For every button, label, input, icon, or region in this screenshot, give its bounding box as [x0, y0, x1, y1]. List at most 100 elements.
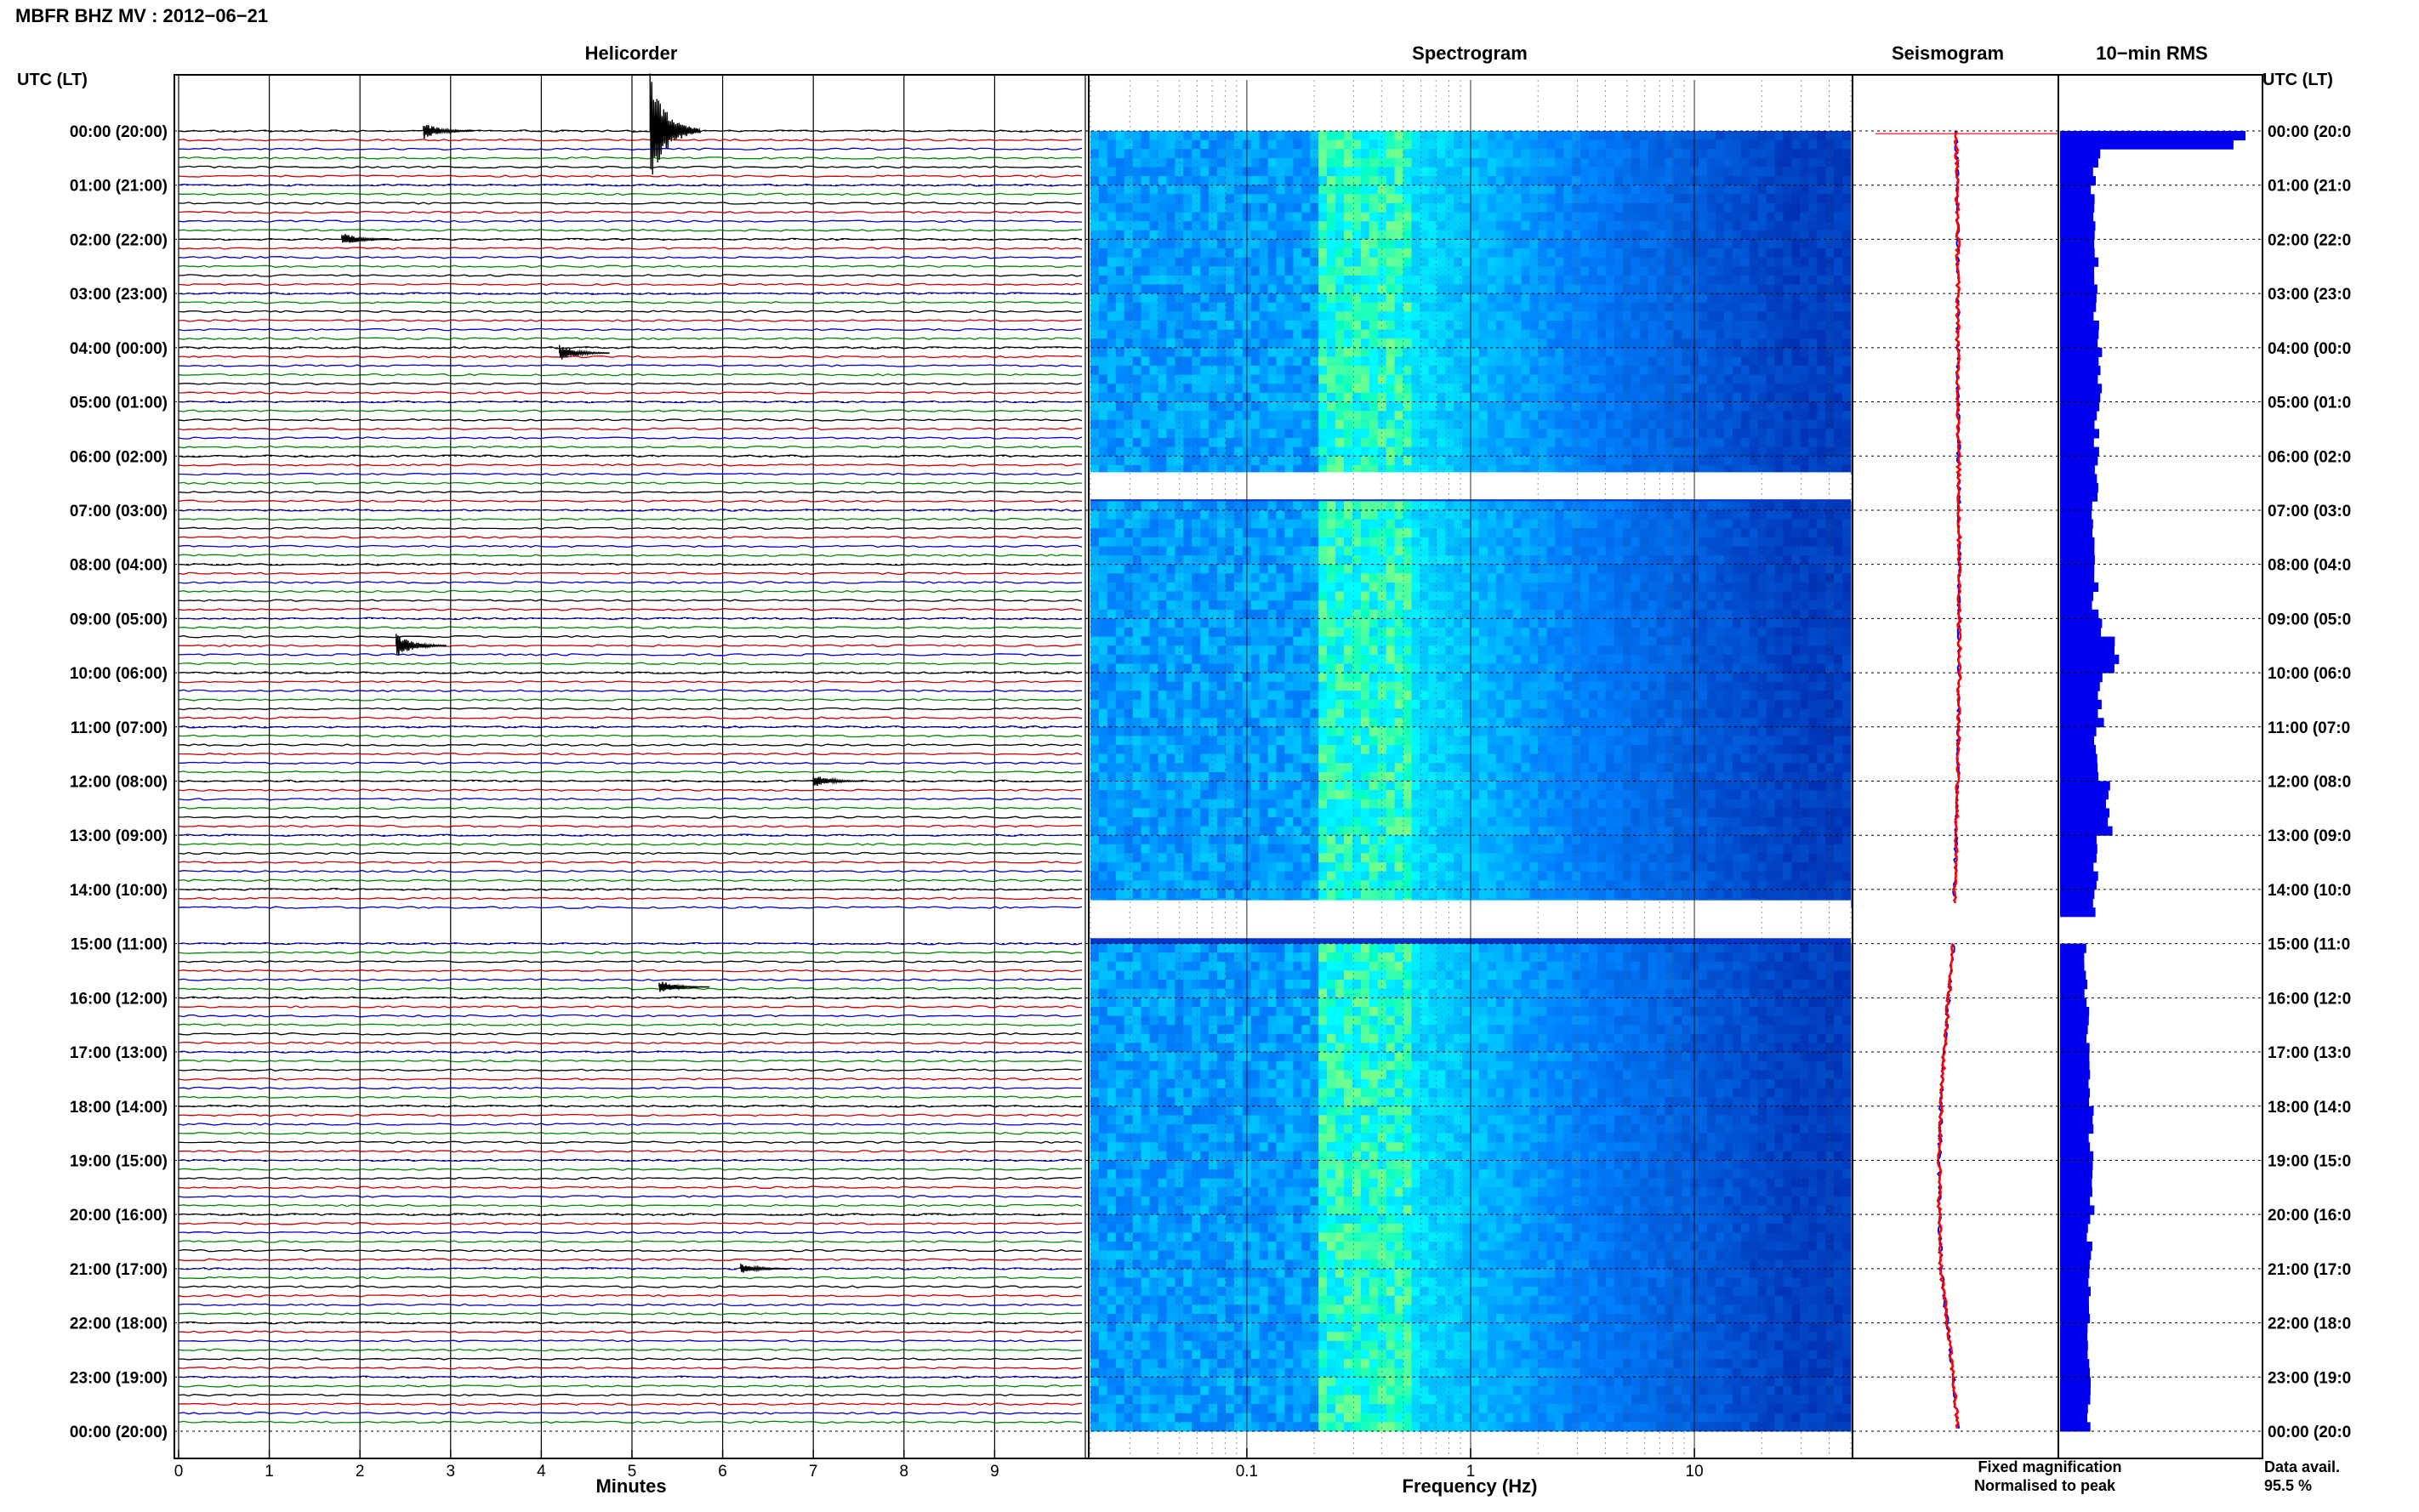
spectrogram-cell — [1276, 284, 1285, 294]
spectrogram-cell — [1403, 347, 1412, 357]
spectrogram-cell — [1437, 149, 1446, 159]
spectrogram-cell — [1597, 564, 1607, 574]
spectrogram-cell — [1360, 302, 1370, 312]
spectrogram-cell — [1327, 356, 1336, 367]
spectrogram-cell — [1673, 275, 1682, 285]
spectrogram-cell — [1774, 618, 1784, 628]
spectrogram-cell — [1420, 266, 1429, 276]
spectrogram-cell — [1377, 591, 1387, 601]
spectrogram-cell — [1631, 636, 1641, 646]
spectrogram-cell — [1454, 230, 1463, 240]
spectrogram-cell — [1394, 302, 1404, 312]
spectrogram-cell — [1800, 356, 1809, 367]
spectrogram-cell — [1783, 338, 1792, 349]
spectrogram-cell — [1597, 212, 1607, 222]
spectrogram-cell — [1631, 302, 1641, 312]
spectrogram-cell — [1217, 185, 1227, 195]
spectrogram-cell — [1774, 284, 1784, 294]
spectrogram-cell — [1301, 564, 1311, 574]
spectrogram-cell — [1622, 131, 1632, 140]
spectrogram-cell — [1825, 139, 1835, 150]
spectrogram-cell — [1707, 401, 1716, 412]
spectrogram-cell — [1158, 293, 1167, 304]
spectrogram-cell — [1428, 411, 1437, 421]
spectrogram-cell — [1394, 464, 1404, 475]
spectrogram-cell — [1825, 446, 1835, 457]
spectrogram-cell — [1478, 374, 1488, 384]
spectrogram-cell — [1504, 248, 1514, 258]
spectrogram-cell — [1724, 221, 1733, 231]
spectrogram-cell — [1605, 239, 1615, 249]
spectrogram-cell — [1132, 284, 1142, 294]
spectrogram-cell — [1141, 392, 1151, 402]
spectrogram-cell — [1158, 555, 1167, 565]
spectrogram-cell — [1200, 438, 1210, 447]
spectrogram-cell — [1471, 519, 1480, 529]
spectrogram-cell — [1115, 401, 1125, 412]
spectrogram-cell — [1192, 157, 1201, 168]
spectrogram-cell — [1386, 600, 1396, 611]
spectrogram-cell — [1699, 401, 1708, 412]
spectrogram-cell — [1605, 202, 1615, 213]
spectrogram-cell — [1656, 221, 1665, 231]
spectrogram-cell — [1428, 456, 1437, 466]
spectrogram-cell — [1622, 329, 1632, 339]
spectrogram-cell — [1141, 275, 1151, 285]
spectrogram-cell — [1132, 185, 1142, 195]
spectrogram-cell — [1605, 464, 1615, 475]
spectrogram-cell — [1200, 176, 1210, 186]
spectrogram-cell — [1724, 194, 1733, 204]
spectrogram-cell — [1394, 347, 1404, 357]
spectrogram-cell — [1546, 248, 1556, 258]
spectrogram-cell — [1250, 176, 1261, 186]
spectrogram-cell — [1360, 257, 1370, 267]
spectrogram-cell — [1555, 609, 1564, 619]
spectrogram-cell — [1158, 221, 1167, 231]
spectrogram-cell — [1132, 338, 1142, 349]
spectrogram-cell — [1478, 546, 1488, 556]
spectrogram-cell — [1707, 347, 1716, 357]
spectrogram-cell — [1445, 374, 1454, 384]
spectrogram-cell — [1327, 311, 1336, 321]
spectrogram-cell — [1699, 429, 1708, 439]
spectrogram-cell — [1107, 609, 1117, 619]
spectrogram-cell — [1360, 573, 1370, 583]
spectrogram-cell — [1293, 392, 1302, 402]
spectrogram-cell — [1166, 356, 1175, 367]
spectrogram-cell — [1445, 131, 1454, 140]
spectrogram-cell — [1555, 347, 1564, 357]
spectrogram-cell — [1276, 321, 1285, 330]
spectrogram-cell — [1487, 438, 1497, 447]
spectrogram-cell — [1352, 537, 1362, 547]
spectrogram-cell — [1580, 636, 1590, 646]
spectrogram-cell — [1724, 347, 1733, 357]
spectrogram-cell — [1749, 356, 1759, 367]
spectrogram-cell — [1352, 338, 1362, 349]
spectrogram-cell — [1665, 275, 1674, 285]
spectrogram-cell — [1589, 636, 1598, 646]
spectrogram-cell — [1166, 275, 1175, 285]
spectrogram-cell — [1132, 374, 1142, 384]
spectrogram-cell — [1192, 446, 1201, 457]
spectrogram-cell — [1605, 131, 1615, 140]
spectrogram-cell — [1707, 212, 1716, 222]
spectrogram-cell — [1808, 438, 1818, 447]
spectrogram-cell — [1250, 546, 1261, 556]
spectrogram-cell — [1716, 636, 1725, 646]
spectrogram-cell — [1597, 446, 1607, 457]
spectrogram-cell — [1259, 329, 1269, 339]
spectrogram-cell — [1403, 239, 1412, 249]
spectrogram-cell — [1310, 411, 1319, 421]
spectrogram-cell — [1318, 212, 1328, 222]
spectrogram-cell — [1546, 573, 1556, 583]
spectrogram-cell — [1098, 239, 1108, 249]
spectrogram-cell — [1225, 311, 1235, 321]
spectrogram-cell — [1563, 401, 1573, 412]
spectrogram-cell — [1175, 131, 1184, 140]
spectrogram-cell — [1656, 321, 1665, 330]
spectrogram-cell — [1682, 257, 1691, 267]
spectrogram-cell — [1512, 366, 1523, 376]
spectrogram-cell — [1183, 573, 1192, 583]
spectrogram-cell — [1631, 248, 1641, 258]
spectrogram-cell — [1420, 519, 1429, 529]
